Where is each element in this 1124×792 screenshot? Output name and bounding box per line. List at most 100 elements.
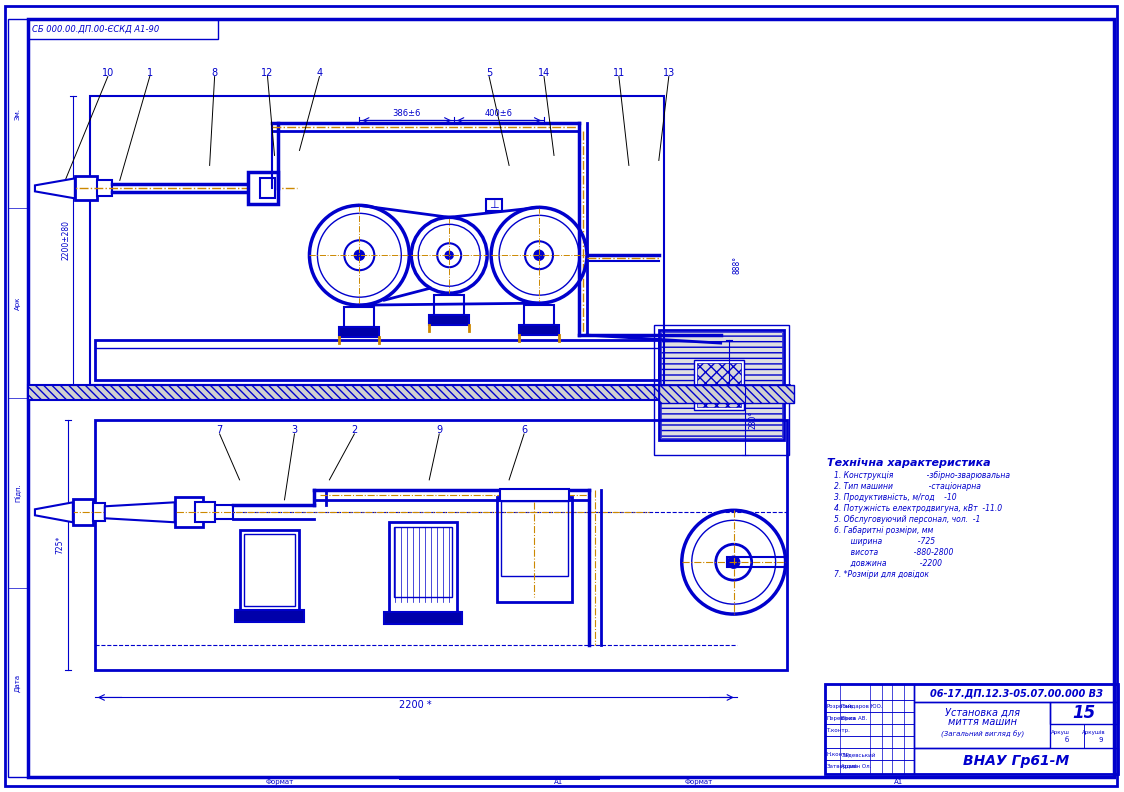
Text: Арк: Арк: [15, 296, 21, 310]
Bar: [659, 330, 783, 440]
Bar: [235, 610, 305, 622]
Text: Аравін Ол.: Аравін Ол.: [842, 763, 872, 769]
Text: (Загальний вигляд бу): (Загальний вигляд бу): [941, 731, 1024, 738]
Bar: [914, 748, 1118, 775]
Bar: [389, 522, 457, 612]
Bar: [28, 19, 218, 39]
Circle shape: [354, 250, 364, 261]
Text: довжина              -2200: довжина -2200: [834, 559, 942, 568]
Bar: [93, 503, 105, 521]
Text: 8: 8: [211, 67, 218, 78]
Bar: [244, 535, 296, 606]
Text: 7. *Розміри для довідок: 7. *Розміри для довідок: [834, 570, 928, 579]
Text: 9: 9: [1099, 737, 1104, 744]
Text: висота               -880-2800: висота -880-2800: [834, 548, 953, 558]
Bar: [661, 332, 781, 438]
Text: 13: 13: [663, 67, 674, 78]
Circle shape: [445, 251, 453, 259]
Bar: [174, 497, 202, 527]
Text: 725*: 725*: [55, 535, 64, 554]
Text: 10: 10: [101, 67, 114, 78]
Bar: [524, 305, 554, 326]
Bar: [239, 531, 299, 610]
Text: Зм.: Зм.: [15, 108, 21, 120]
Polygon shape: [35, 502, 73, 522]
Text: Підп.: Підп.: [15, 483, 21, 502]
Bar: [395, 527, 452, 597]
Bar: [429, 315, 469, 326]
Bar: [344, 307, 374, 327]
Text: Задевський: Задевський: [842, 752, 876, 757]
Bar: [727, 558, 787, 567]
Text: Установка для: Установка для: [945, 707, 1019, 718]
Text: СБ 000.00.ДП.00-ЄСКД А1-90: СБ 000.00.ДП.00-ЄСКД А1-90: [31, 25, 160, 33]
Bar: [339, 327, 379, 337]
Bar: [825, 684, 1118, 775]
Text: 06-17.ДП.12.3-05.07.00.000 ВЗ: 06-17.ДП.12.3-05.07.00.000 ВЗ: [930, 688, 1103, 699]
Bar: [260, 178, 274, 198]
Text: 5. Обслуговуючий персонал, чол.  -1: 5. Обслуговуючий персонал, чол. -1: [834, 516, 980, 524]
Text: 4: 4: [316, 67, 323, 78]
Text: 14: 14: [538, 67, 550, 78]
Text: 5: 5: [486, 67, 492, 78]
Text: Технічна характеристика: Технічна характеристика: [826, 458, 990, 468]
Bar: [825, 725, 914, 737]
Text: 386±6: 386±6: [392, 109, 420, 118]
Text: 7: 7: [217, 425, 223, 435]
Bar: [519, 326, 559, 335]
Bar: [1084, 725, 1118, 748]
Bar: [90, 96, 664, 385]
Text: 3: 3: [291, 425, 298, 435]
Text: ⊥: ⊥: [489, 200, 499, 211]
Circle shape: [534, 250, 544, 261]
Bar: [1050, 703, 1118, 725]
Bar: [247, 173, 278, 204]
Bar: [825, 700, 914, 713]
Bar: [94, 420, 787, 669]
Text: 12: 12: [262, 67, 274, 78]
Bar: [825, 713, 914, 725]
Text: 11: 11: [613, 67, 625, 78]
Text: Т.контр.: Т.контр.: [826, 728, 851, 733]
Text: 15: 15: [1072, 704, 1096, 722]
Text: миття машин: миття машин: [948, 718, 1017, 727]
Bar: [694, 360, 744, 410]
Bar: [8, 19, 28, 777]
Bar: [501, 501, 568, 576]
Polygon shape: [35, 178, 75, 198]
Text: 2: 2: [351, 425, 357, 435]
Text: Формат: Формат: [685, 779, 713, 786]
Bar: [97, 181, 111, 196]
Text: 400±6: 400±6: [486, 109, 514, 118]
Text: 280°: 280°: [749, 411, 758, 429]
Text: 9: 9: [436, 425, 442, 435]
Text: б: б: [1064, 737, 1069, 744]
Bar: [75, 177, 97, 200]
Text: А1: А1: [554, 779, 563, 786]
Bar: [914, 684, 1118, 703]
Bar: [825, 737, 914, 748]
Text: А1: А1: [894, 779, 903, 786]
Bar: [825, 684, 914, 775]
Bar: [500, 489, 569, 501]
Text: Аркушів: Аркушів: [1082, 730, 1106, 735]
Text: 6. Габаритні розміри, мм: 6. Габаритні розміри, мм: [834, 526, 933, 535]
Bar: [914, 703, 1050, 748]
Bar: [94, 340, 659, 380]
Bar: [697, 363, 741, 407]
Text: 888°: 888°: [732, 256, 741, 274]
Text: Н.контр.: Н.контр.: [826, 752, 851, 757]
Text: Розробив: Розробив: [826, 704, 853, 709]
Text: ВНАУ Гр61-М: ВНАУ Гр61-М: [963, 754, 1069, 768]
Text: 4. Потужність електродвигуна, кВт  -11.0: 4. Потужність електродвигуна, кВт -11.0: [834, 505, 1001, 513]
Text: 3. Продуктивність, м/год    -10: 3. Продуктивність, м/год -10: [834, 493, 957, 502]
Bar: [659, 385, 794, 403]
Text: ширина               -725: ширина -725: [834, 537, 935, 546]
Text: Дата: Дата: [15, 673, 21, 691]
Text: Затвердив: Затвердив: [826, 763, 858, 769]
Text: 2. Тип машини               -стаціонарна: 2. Тип машини -стаціонарна: [834, 482, 980, 491]
Text: Формат: Формат: [265, 779, 293, 786]
Bar: [825, 748, 914, 760]
Text: Вінса АВ.: Вінса АВ.: [842, 716, 868, 721]
Bar: [434, 295, 464, 315]
